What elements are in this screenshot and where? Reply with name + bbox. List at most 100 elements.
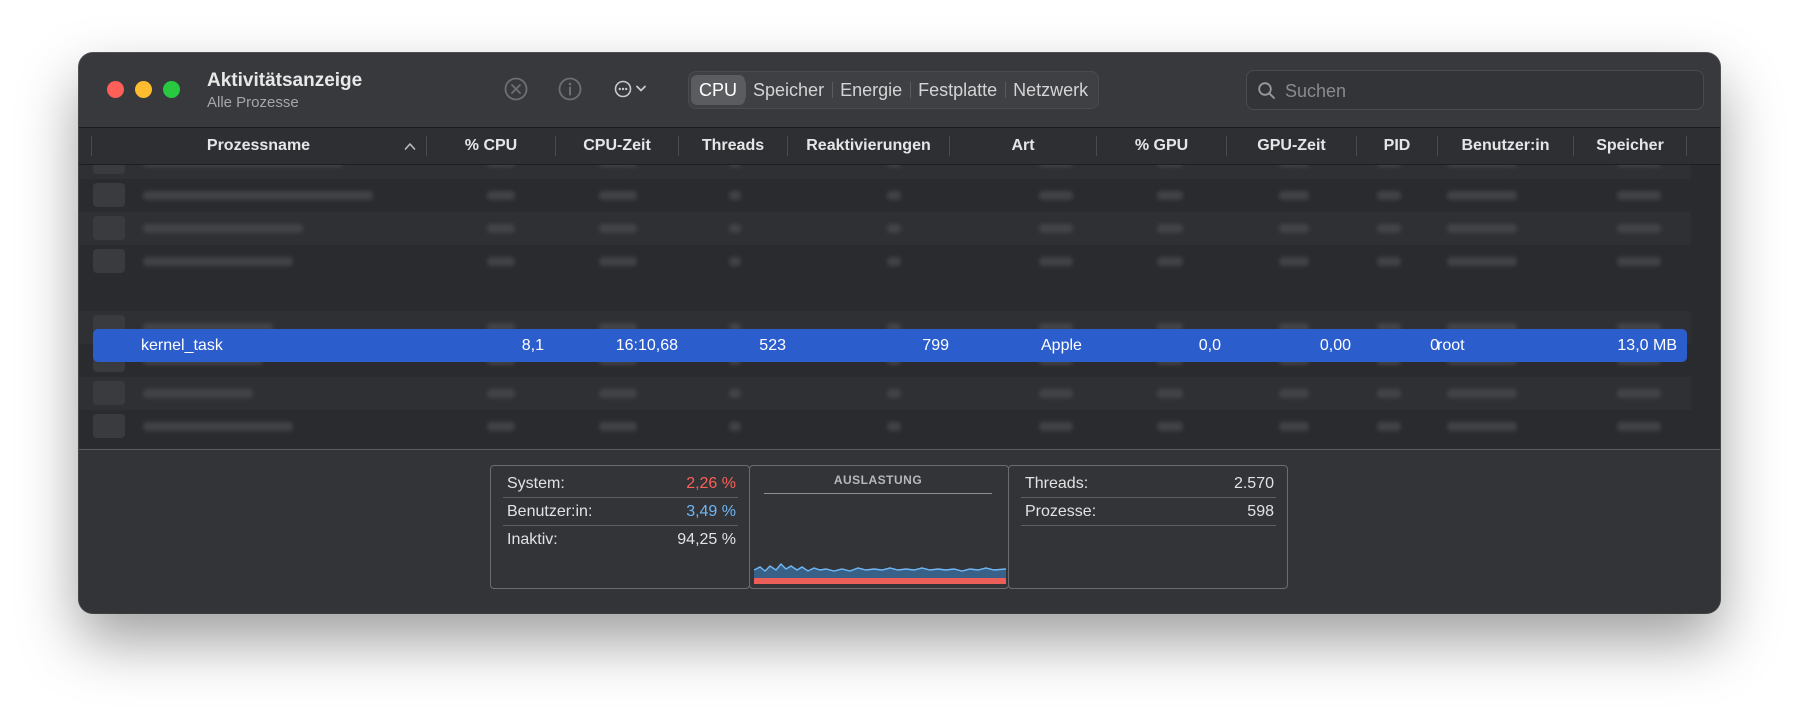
blurred-cell: [1377, 224, 1401, 233]
blurred-cell: [599, 165, 637, 167]
blurred-cell: [887, 165, 901, 167]
stat-threads: Threads: 2.570: [1021, 470, 1276, 498]
blurred-cell: [1377, 257, 1401, 266]
blurred-cell: [1279, 323, 1309, 332]
tab-disk[interactable]: Festplatte: [910, 75, 1005, 105]
stat-user-label: Benutzer:in:: [507, 503, 593, 520]
blurred-cell: [1157, 389, 1183, 398]
window-title: Aktivitätsanzeige: [207, 70, 363, 91]
blurred-cell: [1377, 323, 1401, 332]
zoom-window-button[interactable]: [163, 81, 180, 98]
column-separator: [1437, 136, 1438, 156]
blurred-cell: [1039, 389, 1073, 398]
blurred-cell: [599, 323, 637, 332]
stat-threads-label: Threads:: [1025, 475, 1089, 492]
blurred-cell: [599, 257, 637, 266]
table-row-selected[interactable]: kernel_task 8,1 16:10,68 523 799 Apple 0…: [93, 329, 1687, 362]
blurred-cell: [1617, 224, 1661, 233]
tab-memory[interactable]: Speicher: [745, 75, 832, 105]
blurred-cell: [887, 257, 901, 266]
blurred-cell: [1279, 389, 1309, 398]
blurred-cell: [1039, 257, 1073, 266]
column-header-gpu[interactable]: % GPU: [1134, 137, 1189, 154]
blurred-cell: [1039, 191, 1073, 200]
cell-wakeups: 799: [922, 337, 949, 354]
blurred-cell: [729, 257, 741, 266]
cell-gpu: 0,0: [1198, 337, 1221, 354]
table-row[interactable]: [79, 410, 1691, 443]
column-header-cpu[interactable]: % CPU: [464, 137, 518, 154]
column-header-cpu-time[interactable]: CPU-Zeit: [583, 137, 651, 154]
column-header-memory[interactable]: Speicher: [1596, 137, 1664, 154]
tab-energy[interactable]: Energie: [832, 75, 910, 105]
stat-processes-value: 598: [1247, 503, 1274, 520]
column-header-kind[interactable]: Art: [1011, 137, 1035, 154]
process-table[interactable]: kernel_task 8,1 16:10,68 523 799 Apple 0…: [79, 165, 1720, 448]
blurred-cell: [143, 323, 273, 332]
column-separator: [787, 136, 788, 156]
blurred-cell: [1377, 389, 1401, 398]
cell-gpu-time: 0,00: [1319, 337, 1351, 354]
tab-network[interactable]: Netzwerk: [1005, 75, 1096, 105]
stat-user: Benutzer:in: 3,49 %: [503, 498, 738, 526]
column-header-process-name[interactable]: Prozessname: [206, 137, 311, 154]
table-row[interactable]: [79, 377, 1691, 410]
blurred-cell: [1279, 422, 1309, 431]
blurred-cell: [1447, 323, 1517, 332]
blurred-cell: [599, 422, 637, 431]
stat-user-value: 3,49 %: [686, 503, 736, 520]
blurred-cell: [729, 422, 741, 431]
cell-memory: 13,0 MB: [1617, 337, 1677, 354]
stat-system: System: 2,26 %: [503, 470, 738, 498]
stop-process-button[interactable]: [502, 75, 530, 103]
info-icon: [558, 77, 582, 101]
blurred-cell: [1039, 422, 1073, 431]
blurred-cell: [487, 191, 515, 200]
table-row[interactable]: [79, 212, 1691, 245]
blurred-cell: [143, 224, 303, 233]
thread-count-panel: Threads: 2.570 Prozesse: 598: [1008, 465, 1288, 589]
app-icon: [93, 183, 125, 207]
app-icon: [93, 414, 125, 438]
column-header-user[interactable]: Benutzer:in: [1461, 137, 1550, 154]
blurred-cell: [1617, 422, 1661, 431]
blurred-cell: [1279, 165, 1309, 167]
close-window-button[interactable]: [107, 81, 124, 98]
table-row[interactable]: [79, 165, 1691, 179]
tab-cpu[interactable]: CPU: [691, 75, 746, 105]
chevron-up-icon[interactable]: [404, 141, 416, 151]
window-subtitle[interactable]: Alle Prozesse: [207, 94, 299, 111]
column-separator: [1573, 136, 1574, 156]
minimize-window-button[interactable]: [135, 81, 152, 98]
column-header-threads[interactable]: Threads: [701, 137, 765, 154]
blurred-cell: [1617, 165, 1661, 167]
more-actions-button[interactable]: [612, 75, 656, 103]
column-separator: [1356, 136, 1357, 156]
column-header-pid[interactable]: PID: [1383, 137, 1411, 154]
blurred-cell: [1157, 224, 1183, 233]
blurred-cell: [1617, 323, 1661, 332]
column-header-wakeups[interactable]: Reaktivierungen: [806, 137, 931, 154]
info-button[interactable]: [556, 75, 584, 103]
cpu-load-panel: System: 2,26 % Benutzer:in: 3,49 % Inakt…: [490, 465, 750, 589]
cell-cpu-time: 16:10,68: [615, 337, 678, 354]
table-row[interactable]: [79, 245, 1691, 278]
cpu-load-chart-panel: AUSLASTUNG: [749, 465, 1009, 589]
search-input[interactable]: [1283, 71, 1687, 111]
table-row[interactable]: [79, 179, 1691, 212]
blurred-cell: [1377, 422, 1401, 431]
search-field[interactable]: [1246, 70, 1704, 111]
blurred-cell: [143, 422, 293, 431]
blurred-cell: [143, 257, 293, 266]
blurred-cell: [1279, 257, 1309, 266]
stat-system-label: System:: [507, 475, 565, 492]
blurred-cell: [729, 165, 741, 167]
blurred-cell: [887, 224, 901, 233]
column-header-gpu-time[interactable]: GPU-Zeit: [1257, 137, 1326, 154]
blurred-cell: [487, 257, 515, 266]
cpu-load-graph: [754, 562, 1006, 584]
column-separator: [426, 136, 427, 156]
toolbar: Aktivitätsanzeige Alle Prozesse: [79, 53, 1720, 128]
column-separator: [1686, 136, 1687, 156]
column-separator: [555, 136, 556, 156]
